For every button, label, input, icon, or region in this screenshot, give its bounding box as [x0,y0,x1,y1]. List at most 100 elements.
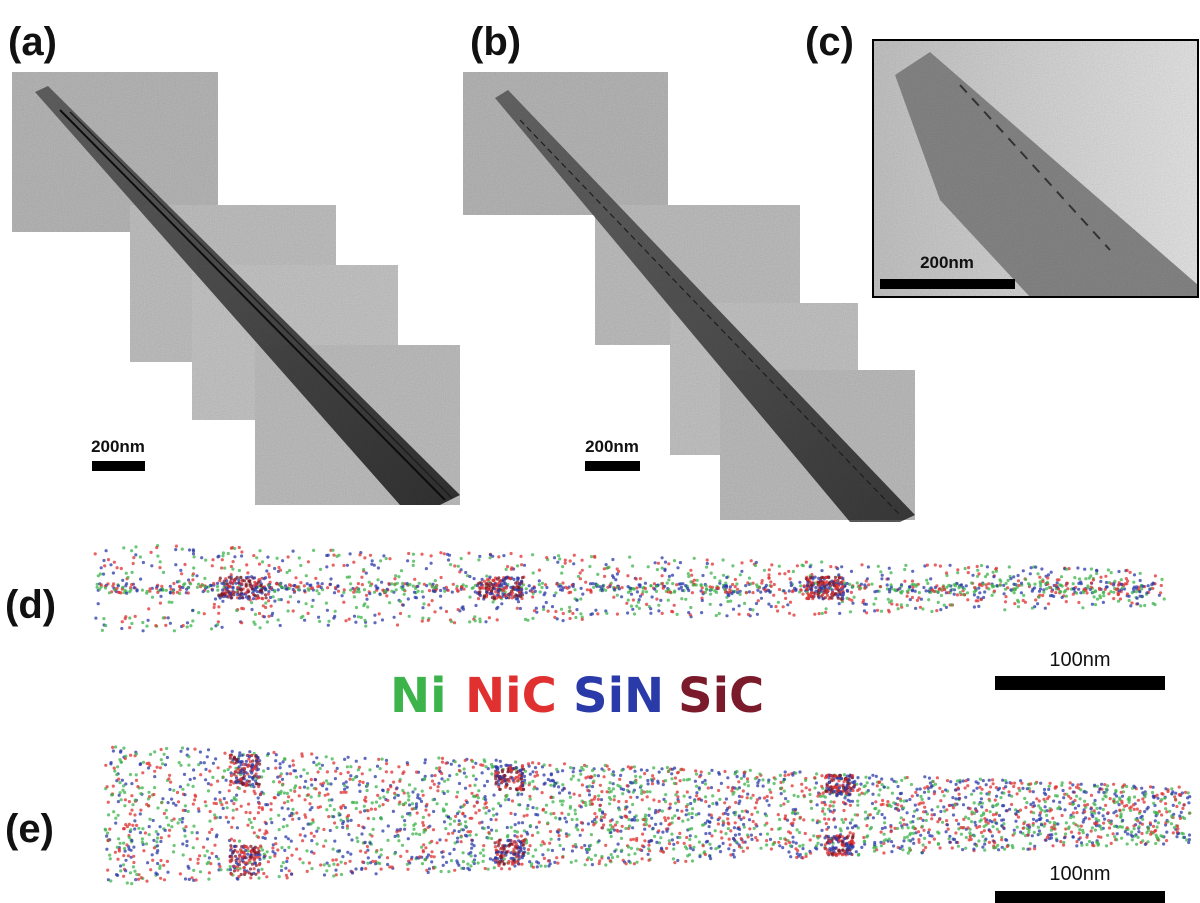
atom [574,859,577,862]
atom [938,818,941,821]
atom [933,838,936,841]
atom [263,587,266,590]
atom [688,838,691,841]
atom [1031,590,1034,593]
atom [421,620,424,623]
atom [141,771,144,774]
atom [595,821,598,824]
atom [531,553,534,556]
atom [910,783,913,786]
atom [787,570,790,573]
atom [533,586,536,589]
atom [1132,587,1135,590]
atom [1122,785,1125,788]
atom [916,794,919,797]
atom [791,774,794,777]
atom [308,802,311,805]
atom [325,602,328,605]
atom [684,584,687,587]
atom [310,783,313,786]
atom [257,796,260,799]
atom [1050,836,1053,839]
atom [441,757,444,760]
atom [1156,825,1159,828]
atom [612,787,615,790]
atom [211,852,214,855]
atom [821,576,824,579]
atom [1110,571,1113,574]
atom [351,871,354,874]
atom [1106,834,1109,837]
atom [1172,831,1175,834]
atom [411,802,414,805]
atom [191,609,194,612]
atom [455,795,458,798]
atom [433,610,436,613]
atom [153,846,156,849]
atom [284,835,287,838]
atom [621,825,624,828]
atom [621,792,624,795]
atom [225,779,228,782]
atom [744,584,747,587]
atom [1033,831,1036,834]
atom [156,555,159,558]
atom [396,828,399,831]
atom [148,833,151,836]
atom [221,776,224,779]
atom [265,596,268,599]
atom [197,611,200,614]
atom [216,585,219,588]
atom [226,590,229,593]
atom [307,823,310,826]
atom [689,834,692,837]
atom [1107,568,1110,571]
atom [132,562,135,565]
atom [192,846,195,849]
atom [253,576,256,579]
atom [456,791,459,794]
atom [1083,790,1086,793]
atom [142,561,145,564]
atom [235,794,238,797]
atom [186,747,189,750]
atom [860,583,863,586]
atom [270,605,273,608]
atom [1137,830,1140,833]
atom [1075,811,1078,814]
atom [460,840,463,843]
atom [827,826,830,829]
atom [561,769,564,772]
atom [686,790,689,793]
atom [592,780,595,783]
atom [647,844,650,847]
atom [543,857,546,860]
atom [902,806,905,809]
atom [252,597,255,600]
atom [483,827,486,830]
atom [919,802,922,805]
atom [680,586,683,589]
atom [288,569,291,572]
atom [327,815,330,818]
atom [1030,566,1033,569]
atom [257,811,260,814]
atom [462,828,465,831]
atom [387,788,390,791]
atom [185,844,188,847]
atom [879,788,882,791]
atom [365,572,368,575]
atom [124,584,127,587]
atom [561,565,564,568]
atom [500,867,503,870]
atom [278,875,281,878]
atom [957,845,960,848]
atom [1043,810,1046,813]
atom [934,563,937,566]
atom [963,587,966,590]
atom [828,597,831,600]
atom [427,813,430,816]
atom [1013,782,1016,785]
atom [995,584,998,587]
atom [956,571,959,574]
